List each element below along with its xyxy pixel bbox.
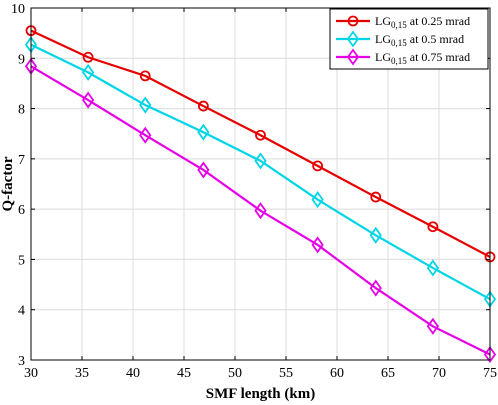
data-point [139, 70, 151, 82]
y-tick-label: 6 [18, 203, 25, 218]
y-axis-label: Q-factor [0, 156, 16, 211]
legend-entry: LG0,15 at 0.5 mrad [336, 30, 464, 48]
legend-label-main: LG [375, 50, 391, 64]
x-tick-label: 55 [279, 366, 293, 381]
x-tick-label: 35 [75, 366, 89, 381]
legend-marker [346, 30, 360, 48]
series-layer [24, 25, 497, 364]
legend-label-sub: 0,15 [391, 20, 407, 30]
plot-frame [30, 7, 491, 361]
legend-label: LG0,15 at 0.5 mrad [375, 32, 464, 48]
data-point [197, 123, 210, 141]
y-tick-label: 7 [18, 153, 25, 168]
legend-entry: LG0,15 at 0.25 mrad [336, 14, 470, 30]
x-tick-label: 50 [228, 366, 242, 381]
x-tick-label: 40 [126, 366, 140, 381]
legend-entry: LG0,15 at 0.75 mrad [336, 48, 470, 66]
data-point [370, 191, 382, 203]
y-tick-label: 5 [18, 253, 25, 268]
data-point [139, 126, 152, 144]
series-2 [24, 36, 497, 308]
x-tick-label: 60 [330, 366, 344, 381]
data-point [139, 96, 152, 114]
legend-label-sub: 0,15 [391, 38, 407, 48]
y-tick-label: 8 [18, 103, 25, 118]
y-tick-label: 9 [18, 52, 25, 67]
x-tick-label: 65 [381, 366, 395, 381]
data-point [427, 221, 439, 233]
legend-label: LG0,15 at 0.75 mrad [375, 50, 470, 66]
data-point [197, 161, 210, 179]
data-point [82, 51, 94, 63]
data-point [254, 152, 267, 170]
series-3 [24, 57, 497, 364]
data-point [82, 63, 95, 81]
x-tick-label: 75 [483, 366, 497, 381]
x-tick-label: 30 [24, 366, 38, 381]
data-point [255, 129, 266, 141]
data-point [369, 279, 382, 297]
legend-label-main: LG [375, 32, 391, 46]
legend-marker [347, 15, 359, 27]
legend-label-rest: at 0.5 mrad [407, 32, 464, 46]
data-point [312, 160, 324, 172]
legend-label: LG0,15 at 0.25 mrad [375, 14, 470, 30]
legend-label-rest: at 0.75 mrad [407, 50, 470, 64]
series-line [30, 43, 491, 301]
data-point [426, 317, 439, 335]
legend-label-rest: at 0.25 mrad [407, 14, 470, 28]
data-point [426, 259, 439, 277]
legend-label-main: LG [375, 14, 391, 28]
data-point [311, 236, 324, 254]
legend-marker [346, 48, 360, 66]
y-tick-label: 3 [18, 354, 25, 369]
series-line [30, 29, 491, 258]
legend-label-sub: 0,15 [391, 56, 407, 66]
data-point [82, 91, 95, 109]
x-tick-label: 70 [432, 366, 446, 381]
data-point [311, 191, 324, 209]
x-tick-label: 45 [177, 366, 191, 381]
data-point [369, 226, 382, 244]
y-tick-label: 4 [18, 304, 25, 319]
x-axis-label: SMF length (km) [206, 386, 315, 402]
data-point [483, 345, 497, 364]
data-point [197, 100, 209, 112]
data-point [254, 202, 267, 220]
y-tick-label: 10 [11, 2, 25, 17]
series-line [30, 65, 491, 356]
